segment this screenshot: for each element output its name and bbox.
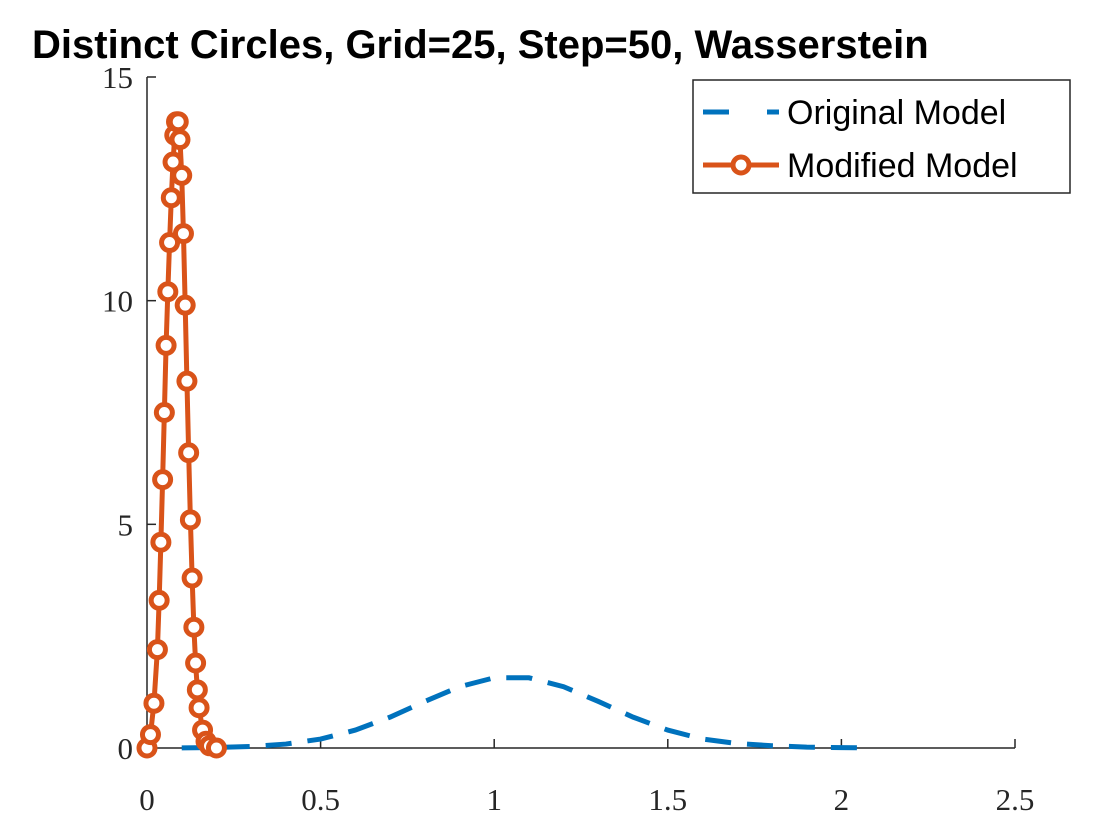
marker <box>152 469 174 491</box>
marker <box>167 111 189 133</box>
marker <box>150 531 172 553</box>
x-tick-label: 0 <box>139 782 155 817</box>
marker <box>181 567 203 589</box>
marker <box>176 370 198 392</box>
x-tick-label: 1.5 <box>648 782 687 817</box>
y-tick-label: 15 <box>102 60 133 95</box>
marker <box>159 232 181 254</box>
marker <box>188 697 210 719</box>
marker <box>169 129 191 151</box>
marker <box>143 692 165 714</box>
x-tick-label: 2 <box>834 782 850 817</box>
marker <box>171 164 193 186</box>
marker <box>157 281 179 303</box>
series-line <box>181 675 866 751</box>
y-tick-label: 5 <box>118 507 134 542</box>
legend-label: Modified Model <box>787 147 1018 185</box>
marker <box>139 724 161 746</box>
x-tick-label: 2.5 <box>996 782 1035 817</box>
legend-box <box>692 79 1071 194</box>
chart-title: Distinct Circles, Grid=25, Step=50, Wass… <box>32 23 929 67</box>
y-tick-label: 10 <box>102 284 133 319</box>
marker <box>148 589 170 611</box>
marker <box>205 737 227 759</box>
legend-marker <box>730 154 752 176</box>
marker <box>155 334 177 356</box>
legend-label: Original Model <box>787 94 1006 132</box>
x-tick-label: 0.5 <box>301 782 340 817</box>
marker <box>183 616 205 638</box>
marker <box>179 509 201 531</box>
marker <box>160 187 182 209</box>
marker <box>174 294 196 316</box>
y-tick-label: 0 <box>118 731 134 766</box>
marker <box>186 679 208 701</box>
marker <box>172 223 194 245</box>
marker <box>178 442 200 464</box>
marker <box>153 402 175 423</box>
x-tick-label: 1 <box>486 782 502 817</box>
marker <box>146 639 168 661</box>
marker <box>185 652 207 674</box>
